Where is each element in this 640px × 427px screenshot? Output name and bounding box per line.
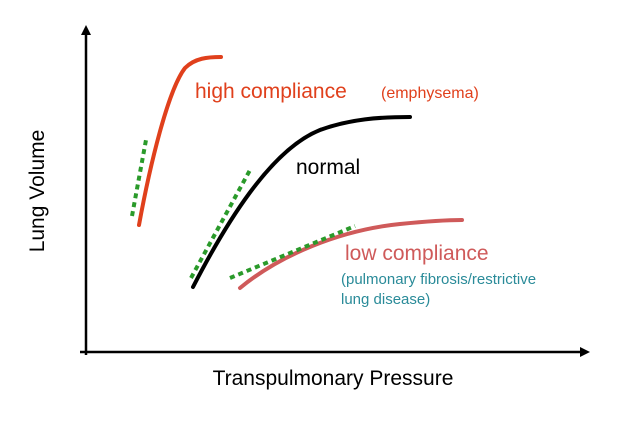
normal-curve	[191, 115, 412, 289]
x-axis-label: Transpulmonary Pressure	[213, 367, 454, 390]
low-compliance-note-line2: lung disease)	[341, 291, 430, 308]
high-compliance-note: (emphysema)	[381, 85, 479, 102]
low-compliance-tangent	[229, 224, 356, 280]
y-axis-label: Lung Volume	[26, 130, 49, 253]
high-compliance-label: high compliance	[195, 80, 347, 103]
low-compliance-note-line1: (pulmonary fibrosis/restrictive	[341, 271, 536, 288]
normal-label: normal	[296, 156, 360, 179]
high-compliance-tangent	[130, 139, 148, 217]
normal-tangent	[189, 169, 252, 279]
low-compliance-label: low compliance	[345, 242, 489, 265]
high-compliance-curve	[137, 55, 223, 227]
low-compliance-curve	[238, 218, 464, 290]
